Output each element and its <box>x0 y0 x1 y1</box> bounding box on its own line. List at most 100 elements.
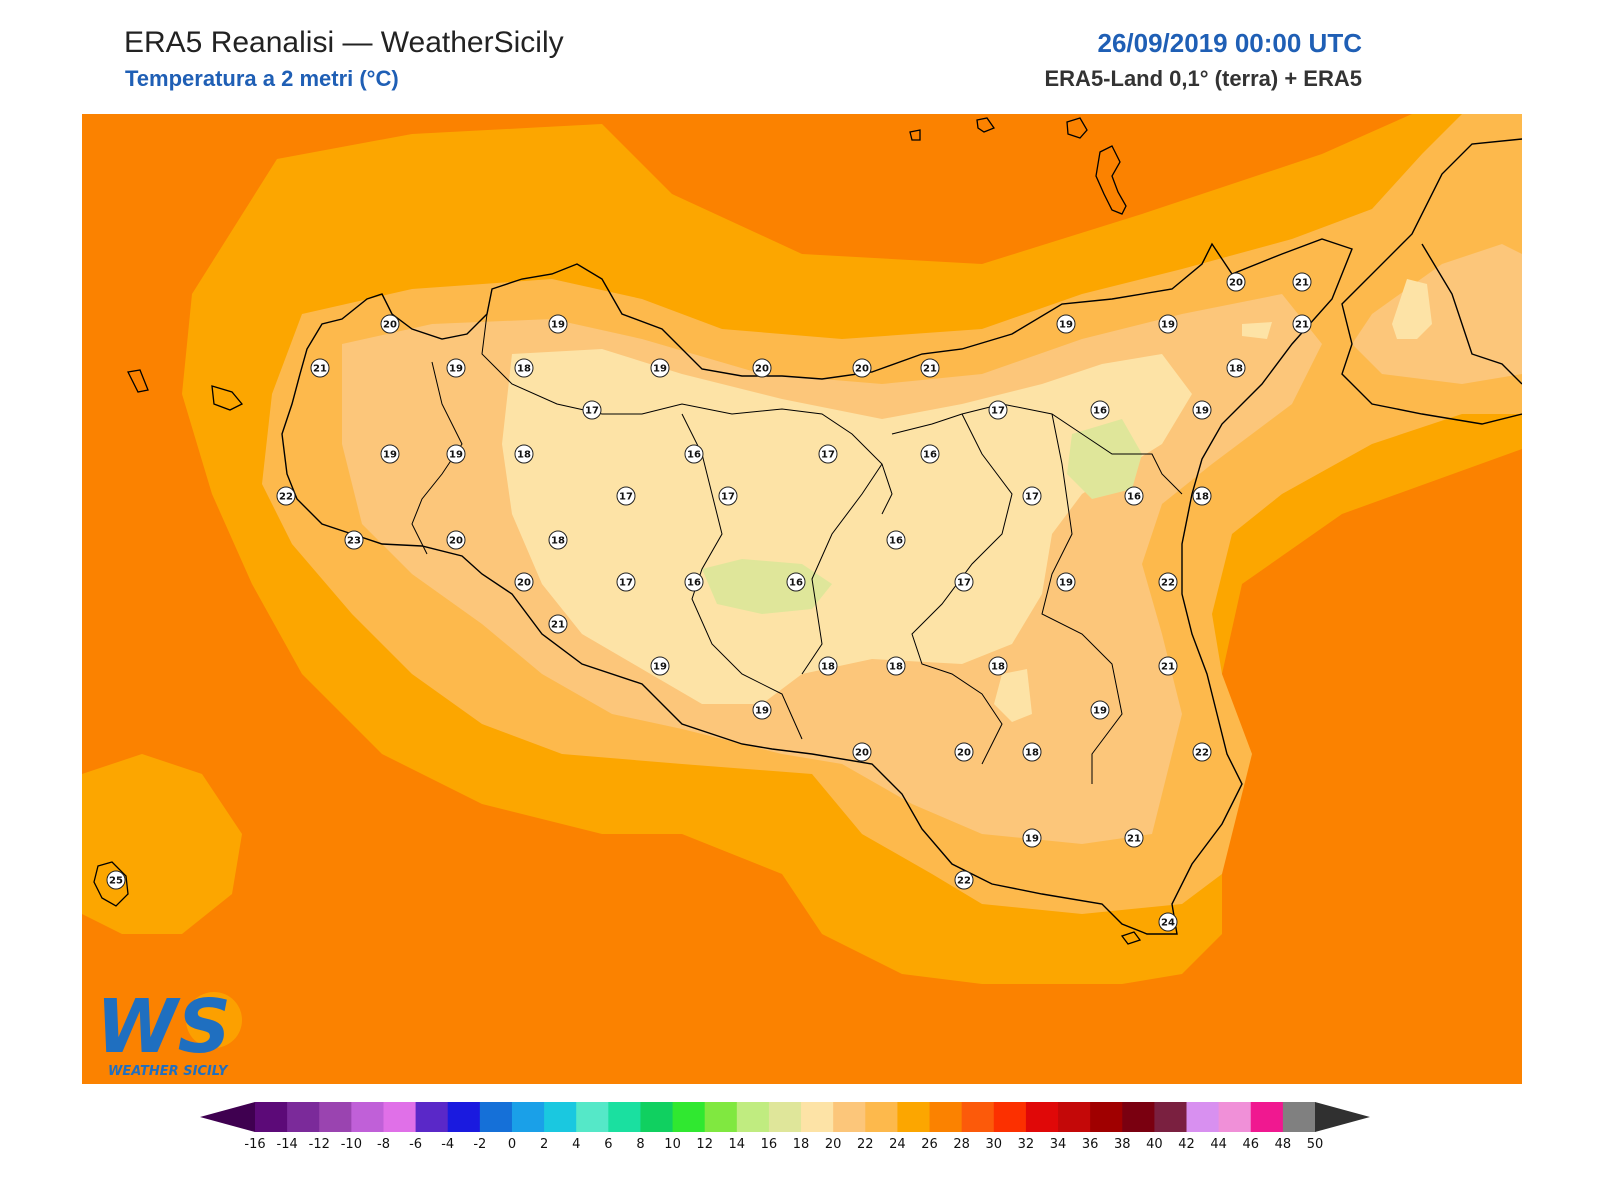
station-circle <box>818 656 838 676</box>
station-value: 21 <box>1127 834 1141 845</box>
station-value: 20 <box>1229 278 1243 289</box>
station-marker: 19 <box>1090 700 1110 720</box>
station-marker: 21 <box>1124 828 1144 848</box>
station-circle <box>954 572 974 592</box>
station-marker: 17 <box>616 486 636 506</box>
station-value: 25 <box>109 876 123 887</box>
station-marker: 18 <box>514 358 534 378</box>
station-marker: 17 <box>1022 486 1042 506</box>
colorbar-cells <box>200 1102 1370 1132</box>
station-marker: 16 <box>1090 400 1110 420</box>
station-marker: 24 <box>1158 912 1178 932</box>
station-value: 19 <box>1093 706 1107 717</box>
colorbar-cell <box>255 1102 288 1132</box>
station-marker: 23 <box>344 530 364 550</box>
colorbar-cell <box>1154 1102 1188 1132</box>
station-value: 17 <box>821 450 835 461</box>
station-circle <box>616 572 636 592</box>
map-datetime: 26/09/2019 00:00 UTC <box>1097 28 1362 58</box>
station-circle <box>1292 272 1312 292</box>
station-value: 18 <box>517 364 531 375</box>
contour-16 <box>502 349 1192 704</box>
logo-name: WEATHER SICILY <box>108 1064 229 1079</box>
colorbar-tick-label: 0 <box>508 1137 516 1152</box>
station-value: 22 <box>1195 748 1209 759</box>
station-value: 19 <box>449 364 463 375</box>
station-value: 20 <box>855 748 869 759</box>
colorbar-tick-label: -6 <box>409 1137 422 1152</box>
station-marker: 20 <box>1226 272 1246 292</box>
station-value: 22 <box>957 876 971 887</box>
station-marker: 19 <box>446 358 466 378</box>
station-value: 17 <box>619 492 633 503</box>
station-value: 18 <box>991 662 1005 673</box>
colorbar-cell <box>897 1102 931 1132</box>
station-circle <box>380 444 400 464</box>
station-value: 19 <box>383 450 397 461</box>
map-source: ERA5-Land 0,1° (terra) + ERA5 <box>1044 66 1363 91</box>
colorbar-cell <box>511 1102 545 1132</box>
station-marker: 18 <box>1192 486 1212 506</box>
station-marker: 21 <box>1292 272 1312 292</box>
colorbar-cell <box>351 1102 384 1132</box>
station-circle <box>1022 742 1042 762</box>
station-marker: 18 <box>886 656 906 676</box>
station-value: 17 <box>957 578 971 589</box>
station-marker: 19 <box>650 358 670 378</box>
colorbar-tick-label: 8 <box>636 1137 644 1152</box>
station-circle <box>616 486 636 506</box>
station-value: 19 <box>653 364 667 375</box>
colorbar-tick-label: 38 <box>1114 1137 1131 1152</box>
colorbar-tick-label: 44 <box>1210 1137 1227 1152</box>
station-circle <box>920 444 940 464</box>
colorbar-cell <box>544 1102 577 1132</box>
station-value: 18 <box>1025 748 1039 759</box>
station-circle <box>548 530 568 550</box>
colorbar-tick-label: -8 <box>377 1137 390 1152</box>
station-value: 23 <box>347 536 361 547</box>
colorbar-cell <box>640 1102 674 1132</box>
station-marker: 22 <box>1192 742 1212 762</box>
station-marker: 19 <box>446 444 466 464</box>
station-markers: 20 19 21 19 18 19 20 20 21 19 19 20 21 21 17 17 16 19 18 19… <box>106 272 1312 932</box>
colorbar-cell <box>415 1102 449 1132</box>
map-subtitle: Temperatura a 2 metri (°C) <box>125 66 399 91</box>
station-marker: 19 <box>1158 314 1178 334</box>
station-circle <box>1158 314 1178 334</box>
station-value: 16 <box>789 578 803 589</box>
colorbar-cell <box>383 1102 417 1132</box>
station-value: 16 <box>1093 406 1107 417</box>
colorbar-tick-label: 26 <box>921 1137 938 1152</box>
station-value: 16 <box>923 450 937 461</box>
colorbar-cell <box>865 1102 898 1132</box>
station-circle <box>852 742 872 762</box>
colorbar-cell <box>1122 1102 1155 1132</box>
station-value: 20 <box>383 320 397 331</box>
contour-14-west <box>702 559 832 614</box>
colorbar-cell <box>1250 1102 1284 1132</box>
contour-18-east <box>1352 244 1522 384</box>
station-circle <box>1158 912 1178 932</box>
colorbar-tick-label: 14 <box>729 1137 746 1152</box>
colorbar-tick-label: 4 <box>572 1137 580 1152</box>
colorbar-under-arrow <box>200 1102 255 1132</box>
station-circle <box>752 700 772 720</box>
station-circle <box>1124 486 1144 506</box>
station-circle <box>752 358 772 378</box>
station-value: 22 <box>1161 578 1175 589</box>
station-circle <box>954 742 974 762</box>
station-marker: 16 <box>684 444 704 464</box>
colorbar-cell <box>287 1102 320 1132</box>
colorbar-cell <box>768 1102 802 1132</box>
station-value: 19 <box>1025 834 1039 845</box>
station-value: 20 <box>755 364 769 375</box>
station-value: 19 <box>755 706 769 717</box>
station-circle <box>684 572 704 592</box>
colorbar-cell <box>608 1102 641 1132</box>
station-marker: 20 <box>514 572 534 592</box>
station-value: 16 <box>889 536 903 547</box>
station-marker: 16 <box>684 572 704 592</box>
station-value: 21 <box>551 620 565 631</box>
station-value: 20 <box>957 748 971 759</box>
colorbar-tick-label: -14 <box>277 1137 298 1152</box>
